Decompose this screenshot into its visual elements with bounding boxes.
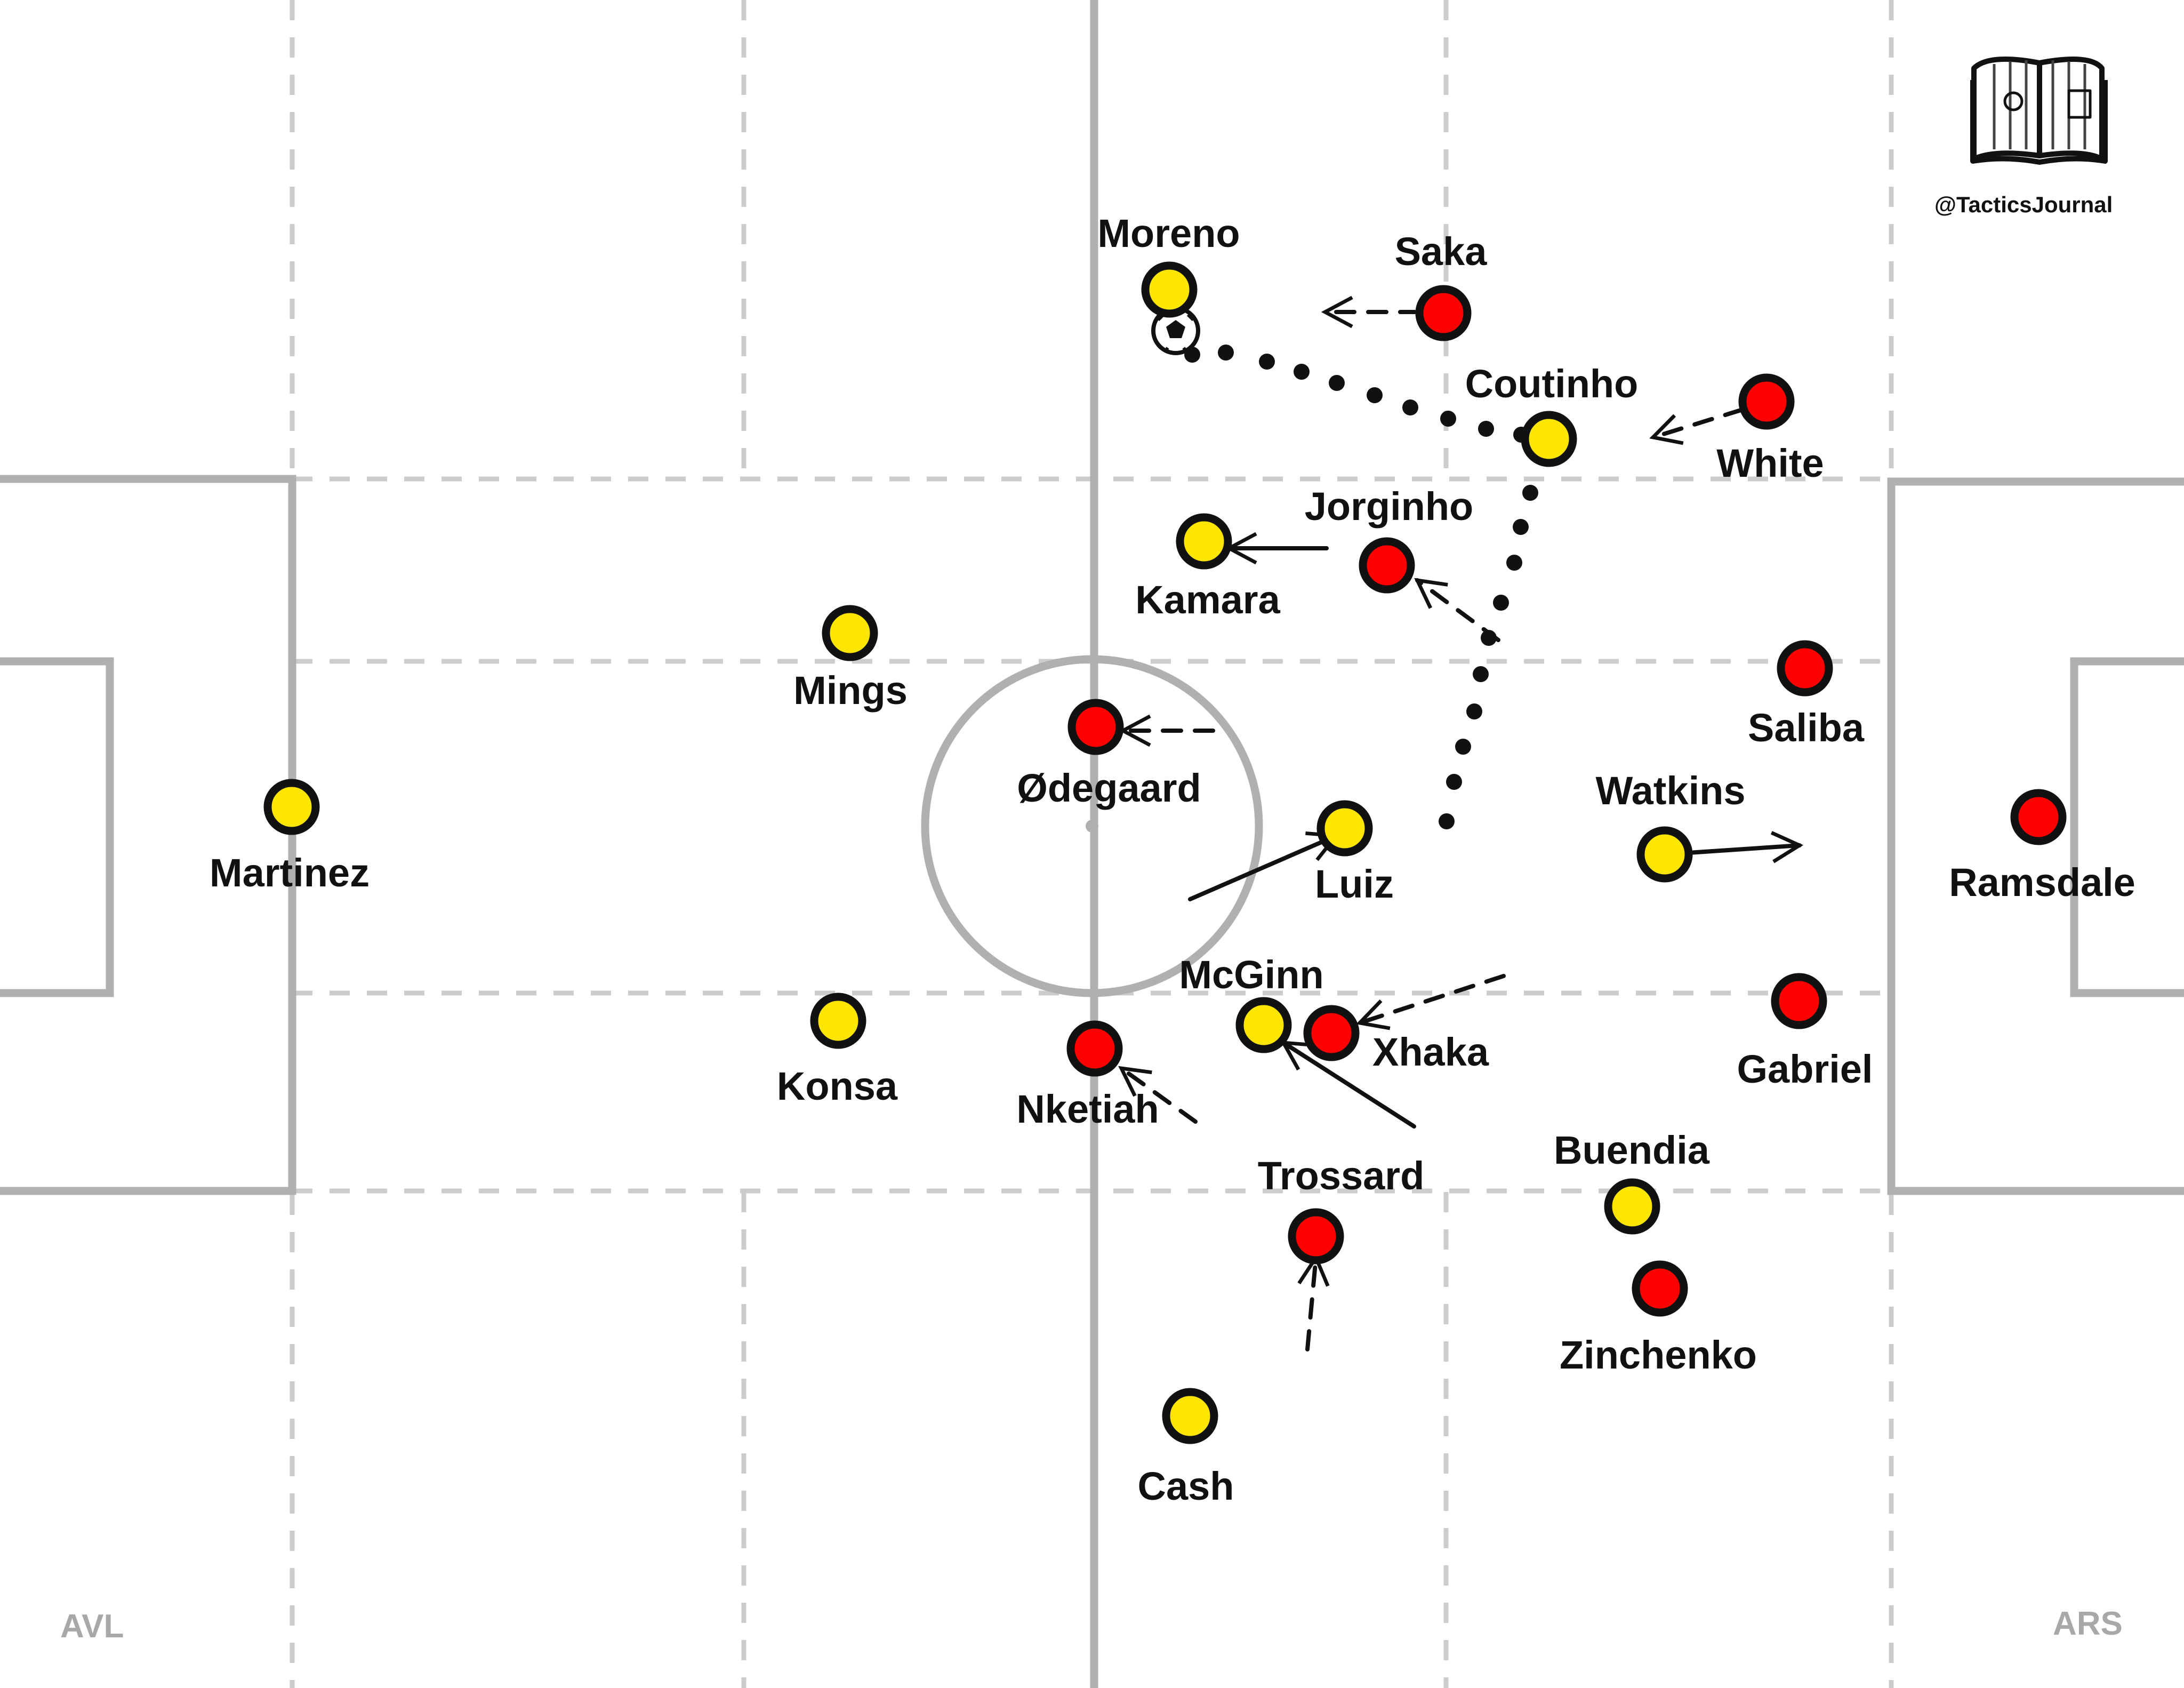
left-team-label: AVL <box>60 1608 124 1645</box>
player-marker <box>1141 261 1198 318</box>
player-marker <box>2010 789 2067 845</box>
player-name-label: Coutinho <box>1465 362 1639 406</box>
player-name-label: Cash <box>1138 1464 1234 1508</box>
player-trossard: Trossard <box>1258 1154 1425 1265</box>
player-mcginn: McGinn <box>1179 953 1324 1053</box>
player-marker <box>1632 1260 1688 1317</box>
player-name-label: Martinez <box>210 851 370 895</box>
xhaka-press-arrow <box>1356 974 1506 1030</box>
player-saka: Saka <box>1395 229 1488 341</box>
player-luiz: Luiz <box>1315 800 1394 906</box>
nketiah-press-arrow <box>1118 1066 1198 1124</box>
player-name-label: Gabriel <box>1737 1047 1873 1091</box>
player-mings: Mings <box>793 605 908 713</box>
player-marker <box>1738 373 1795 430</box>
player-name-label: Xhaka <box>1372 1030 1489 1074</box>
player-marker <box>1415 285 1472 341</box>
players-layer: Martinez Mings Konsa Moreno Kamara Coutinho Lu… <box>210 211 2135 1508</box>
player-marker <box>1521 411 1577 467</box>
player-marker <box>1303 1005 1360 1061</box>
player-buendia: Buendia <box>1554 1128 1710 1235</box>
player-saliba: Saliba <box>1748 640 1865 750</box>
social-handle: @TacticsJournal <box>1934 192 2113 217</box>
player-marker <box>1176 513 1232 570</box>
player-name-label: Ødegaard <box>1017 766 1201 810</box>
player-name-label: Moreno <box>1097 211 1240 255</box>
white-press-arrow <box>1649 407 1745 445</box>
player-name-label: Luiz <box>1315 862 1394 906</box>
mcginn-run-arrow <box>1280 1041 1416 1129</box>
player-moreno: Moreno <box>1097 211 1240 318</box>
player-marker <box>263 779 320 835</box>
player-marker <box>810 993 866 1049</box>
player-marker <box>1162 1388 1218 1444</box>
player-cash: Cash <box>1138 1388 1234 1508</box>
right-penalty-box <box>1887 477 2184 1195</box>
football-icon <box>1151 306 1200 355</box>
player-marker <box>822 605 878 661</box>
trossard-press-arrow <box>1297 1253 1330 1351</box>
player-kamara: Kamara <box>1135 513 1281 622</box>
player-marker <box>1316 800 1373 857</box>
player-ramsdale: Ramsdale <box>1949 789 2135 905</box>
player-martinez: Martinez <box>210 779 370 895</box>
player-name-label: Saliba <box>1748 706 1865 750</box>
player-white: White <box>1716 373 1824 485</box>
player-name-label: Trossard <box>1258 1154 1425 1198</box>
left-six-yard-box <box>0 657 114 997</box>
player-watkins: Watkins <box>1596 769 1746 883</box>
player-marker <box>1771 973 1827 1029</box>
player-name-label: White <box>1716 441 1824 485</box>
jorginho-recovery-arrow <box>1414 578 1500 642</box>
ball-path-dotted <box>1157 332 1538 829</box>
centre-circle <box>921 655 1263 997</box>
player-name-label: Kamara <box>1135 578 1280 622</box>
player-gabriel: Gabriel <box>1737 973 1873 1091</box>
player-name-label: McGinn <box>1179 953 1323 997</box>
player-coutinho: Coutinho <box>1465 362 1639 467</box>
right-team-label: ARS <box>2053 1605 2123 1642</box>
player-name-label: Ramsdale <box>1949 860 2135 905</box>
luiz-run-arrow <box>1188 831 1340 901</box>
player-odegaard: Ødegaard <box>1017 699 1201 810</box>
player-marker <box>1604 1178 1660 1235</box>
player-name-label: Buendia <box>1554 1128 1710 1172</box>
player-nketiah: Nketiah <box>1016 1020 1159 1131</box>
right-six-yard-box <box>2070 657 2184 997</box>
player-zinchenko: Zinchenko <box>1560 1260 1757 1377</box>
player-marker <box>1235 997 1292 1053</box>
player-name-label: Saka <box>1395 229 1488 274</box>
player-name-label: Zinchenko <box>1560 1333 1757 1377</box>
player-marker <box>1288 1208 1344 1265</box>
player-konsa: Konsa <box>777 993 898 1108</box>
player-marker <box>1777 640 1833 697</box>
player-xhaka: Xhaka <box>1303 1005 1489 1074</box>
left-penalty-box <box>0 475 296 1195</box>
player-name-label: Mings <box>793 668 908 713</box>
player-marker <box>1359 537 1415 594</box>
player-marker <box>1066 1020 1123 1077</box>
player-name-label: Konsa <box>777 1064 898 1108</box>
player-name-label: Watkins <box>1596 769 1746 813</box>
player-name-label: Nketiah <box>1016 1087 1159 1131</box>
open-book-pitch-icon <box>1970 56 2108 165</box>
player-name-label: Jorginho <box>1305 484 1474 529</box>
player-marker <box>1067 699 1124 755</box>
movement-arrows <box>1118 295 1804 1351</box>
player-marker <box>1636 826 1693 883</box>
player-jorginho: Jorginho <box>1305 484 1474 594</box>
centre-spot <box>1086 820 1098 833</box>
